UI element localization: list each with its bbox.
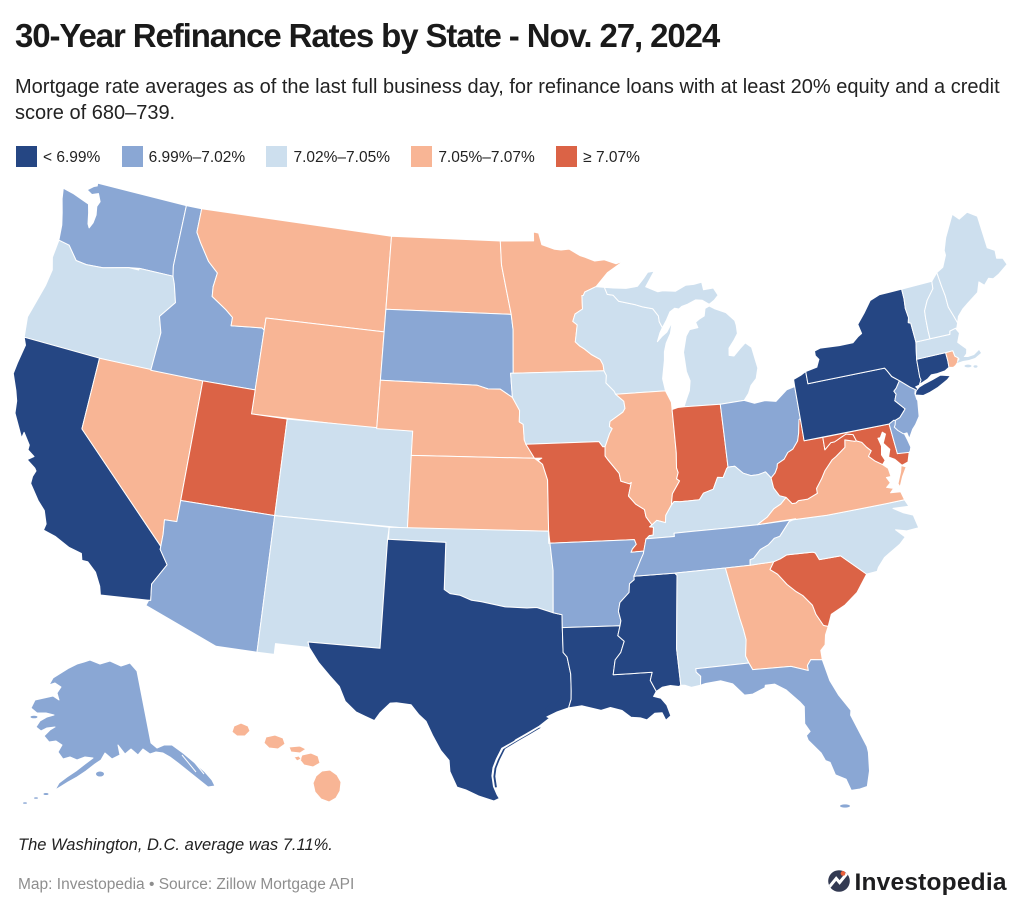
svg-text:Investopedia: Investopedia [855,869,1007,896]
